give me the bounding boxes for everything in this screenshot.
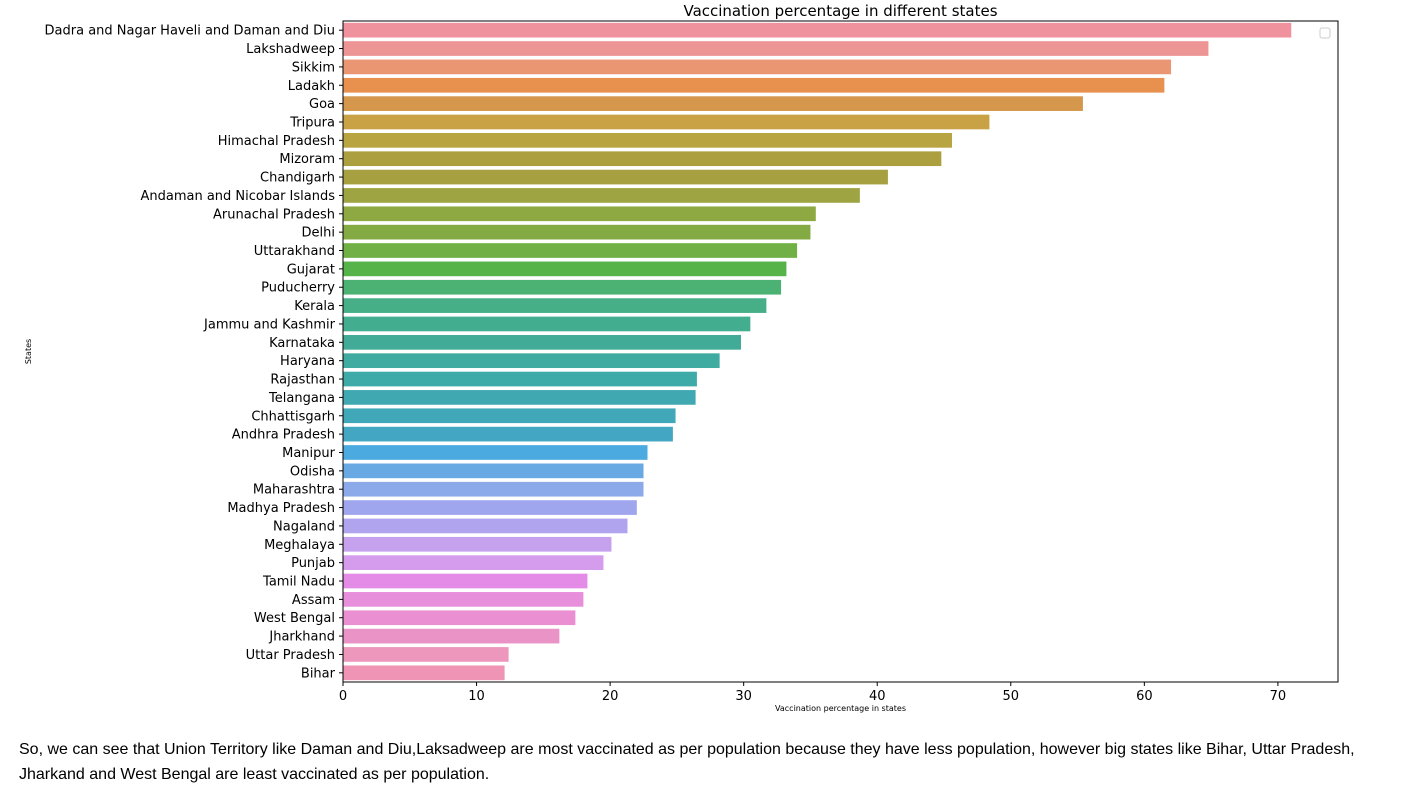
category-label: Uttar Pradesh [246,648,335,663]
bar [343,463,644,479]
category-label: Madhya Pradesh [227,501,335,516]
category-label: Mizoram [279,152,335,167]
category-label: Puducherry [261,281,335,296]
category-label: Delhi [302,226,335,241]
category-label: Odisha [290,464,335,479]
legend-box [1319,27,1331,39]
bar [343,592,584,607]
bar [343,573,588,589]
x-tick-label: 60 [1136,689,1153,704]
bar [343,59,1172,75]
x-tick-label: 0 [339,689,347,704]
bar [343,408,676,424]
category-label: Bihar [301,666,336,681]
bar [343,133,953,148]
category-label: Karnataka [269,336,335,351]
caption-text: So, we can see that Union Territory like… [19,741,1355,783]
category-label: Meghalaya [264,538,335,553]
bar [343,114,990,130]
category-label: Maharashtra [253,483,335,498]
chart-title: Vaccination percentage in different stat… [683,2,997,20]
x-axis: 0 10 20 30 40 50 60 70 [339,682,1286,704]
x-axis-label: Vaccination percentage in states [775,704,906,713]
bar [343,555,604,570]
bar [343,77,1165,93]
bar [343,224,811,240]
category-label: Telangana [268,391,335,406]
bar [343,261,787,277]
bar [343,316,751,332]
bar [343,206,816,222]
bar [343,481,644,497]
category-label: Assam [292,593,335,608]
vaccination-bar-chart: Vaccination percentage in different stat… [24,2,1339,713]
bar [343,536,612,552]
bar [343,188,860,203]
category-label: Punjab [291,556,335,571]
bar [343,628,560,644]
x-tick-label: 40 [869,689,886,704]
bar [343,610,576,626]
category-label: Himachal Pradesh [218,134,335,149]
category-label: Chandigarh [260,171,335,186]
category-label: Chhattisgarh [251,409,335,424]
category-label: Lakshadweep [246,42,335,57]
category-label: Haryana [280,354,335,369]
x-tick-label: 10 [468,689,485,704]
bar [343,298,767,313]
chart-canvas: Vaccination percentage in different stat… [24,2,1339,713]
category-label: Goa [309,97,335,112]
category-label: Jammu and Kashmir [203,317,336,332]
bar [343,500,637,515]
plot-frame [342,20,1339,683]
bar [343,41,1209,56]
bar [343,518,628,534]
category-label: Arunachal Pradesh [213,207,335,222]
category-label: Andaman and Nicobar Islands [140,189,335,204]
category-label: Sikkim [292,60,335,75]
bar [343,169,888,185]
category-label: Jharkhand [268,630,335,645]
category-label: Tamil Nadu [262,575,335,590]
bar [343,445,648,460]
bar [343,371,697,387]
bar [343,426,673,442]
category-label: Andhra Pradesh [232,428,335,443]
bar [343,243,798,258]
x-tick-label: 30 [735,689,752,704]
category-label: Ladakh [288,79,335,94]
bar [343,96,1083,111]
bar [343,334,741,350]
bar [343,22,1292,38]
category-labels-group: Dadra and Nagar Haveli and Daman and Diu… [45,24,343,681]
bars-group [343,22,1292,681]
x-tick-label: 20 [602,689,619,704]
bar [343,665,505,681]
category-label: Gujarat [287,262,335,277]
bar [343,151,942,167]
category-label: Rajasthan [270,373,335,388]
category-label: Uttarakhand [254,244,335,259]
category-label: Manipur [282,446,336,461]
bar [343,279,782,295]
category-label: Tripura [289,115,335,130]
category-label: Nagaland [273,519,335,534]
category-label: Dadra and Nagar Haveli and Daman and Diu [45,24,335,39]
x-tick-label: 50 [1003,689,1020,704]
x-tick-label: 70 [1270,689,1287,704]
bar [343,390,696,405]
category-label: Kerala [294,299,335,314]
bar [343,647,509,662]
y-axis-label: States [24,339,33,364]
category-label: West Bengal [254,611,335,626]
bar [343,353,720,369]
